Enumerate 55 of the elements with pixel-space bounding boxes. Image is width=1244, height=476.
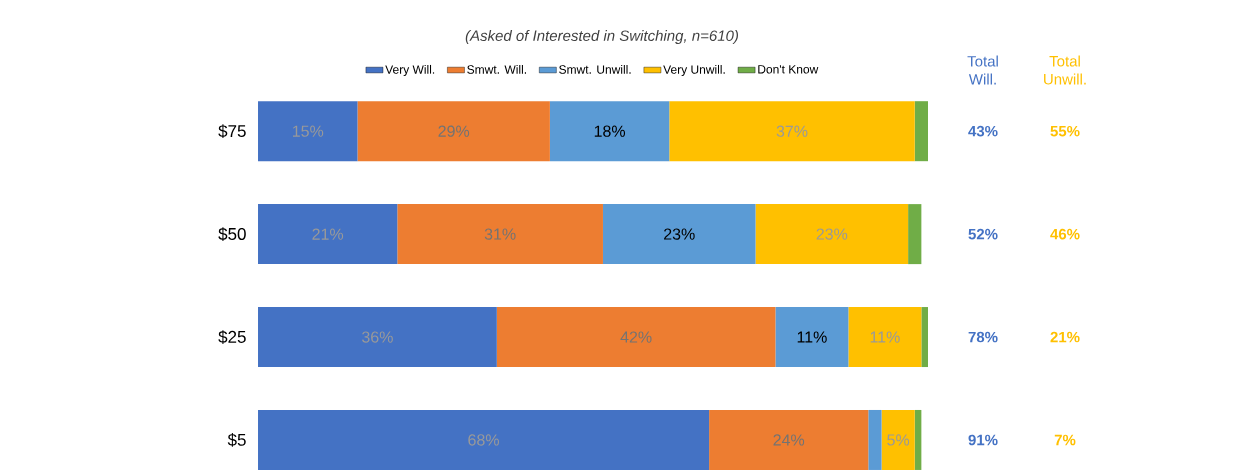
legend-label: Smwt. Will. xyxy=(467,64,526,74)
text: 55% xyxy=(1050,125,1080,137)
bar xyxy=(669,101,915,162)
bar xyxy=(549,101,670,162)
data-label: 11% xyxy=(870,331,900,343)
y-tick-label: $5 xyxy=(227,433,246,447)
data-label: 36% xyxy=(362,331,393,343)
bar xyxy=(258,307,497,368)
bar xyxy=(258,101,358,162)
data-label: 11% xyxy=(797,331,827,343)
text: 7% xyxy=(1054,434,1076,446)
text: 91% xyxy=(968,434,998,446)
text: 52% xyxy=(968,228,998,240)
legend-label: Smwt. Unwill. xyxy=(559,64,631,74)
data-label: 42% xyxy=(620,331,652,343)
data-label: 21% xyxy=(312,228,344,240)
text: 78% xyxy=(968,331,998,343)
data-label: 68% xyxy=(468,434,499,446)
bar xyxy=(709,409,869,470)
bar xyxy=(258,204,398,265)
data-label: 24% xyxy=(773,434,805,446)
y-tick-label: $50 xyxy=(218,227,246,241)
bar xyxy=(775,307,849,368)
chart-title: (Asked of Interested in Switching, n=610) xyxy=(465,30,739,44)
bar xyxy=(755,204,909,265)
data-label: 37% xyxy=(776,125,808,137)
bar xyxy=(496,307,776,368)
text: Total Will. xyxy=(967,55,998,85)
bar xyxy=(914,409,922,470)
legend-label: Don't Know xyxy=(758,65,819,74)
bar xyxy=(397,204,603,265)
data-label: 23% xyxy=(664,228,695,240)
text: 43% xyxy=(968,125,998,137)
data-label: 18% xyxy=(594,125,626,137)
bar xyxy=(848,307,922,368)
y-tick-label: $75 xyxy=(218,124,246,139)
data-label: 29% xyxy=(438,125,470,137)
bar xyxy=(881,409,915,470)
bar xyxy=(258,409,710,470)
bar xyxy=(602,204,756,265)
bar xyxy=(868,409,882,470)
bar xyxy=(914,101,928,162)
data-label: 31% xyxy=(484,228,516,240)
data-label: 5% xyxy=(887,434,910,446)
y-tick-label: $25 xyxy=(218,330,246,344)
bar xyxy=(357,101,550,162)
data-label: 15% xyxy=(292,125,324,137)
bar xyxy=(921,307,928,368)
legend-label: Very Will. xyxy=(385,64,435,77)
text: 21% xyxy=(1050,331,1080,343)
bar xyxy=(908,204,922,265)
data-label: 23% xyxy=(816,228,848,240)
text: 46% xyxy=(1050,228,1080,240)
text: Total Unwill. xyxy=(1044,55,1086,85)
legend-label: Very Unwill. xyxy=(663,64,725,77)
